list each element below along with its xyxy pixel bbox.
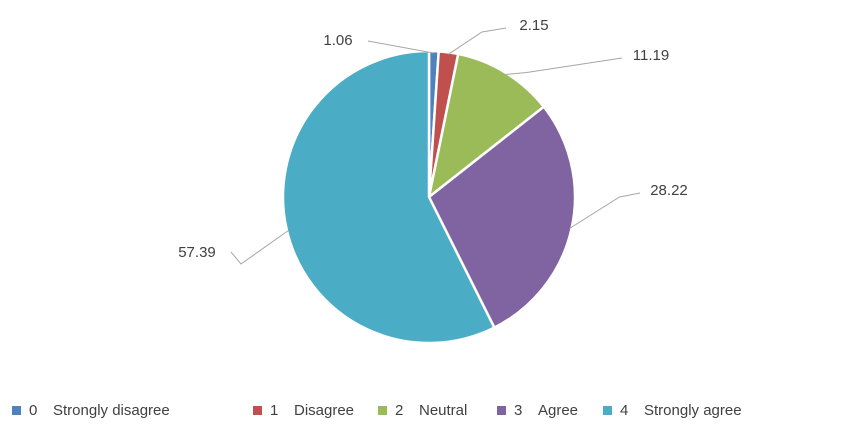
- legend-marker-neutral: [378, 406, 387, 415]
- legend-marker-disagree: [253, 406, 262, 415]
- data-label-agree: 28.22: [650, 182, 688, 199]
- data-label-strongly-disagree: 1.06: [323, 32, 352, 49]
- data-label-strongly-agree: 57.39: [178, 244, 216, 261]
- leader-line-neutral: [504, 57, 623, 75]
- data-label-neutral: 11.19: [633, 47, 669, 64]
- legend-item-strongly-disagree: 0 Strongly disagree: [12, 402, 170, 419]
- legend-label-neutral: Neutral: [419, 402, 467, 419]
- pie-slices: [281, 49, 577, 345]
- legend-item-disagree: 1 Disagree: [253, 402, 354, 419]
- legend-label-disagree: Disagree: [294, 402, 354, 419]
- legend-label-agree: Agree: [538, 402, 578, 419]
- pie-slice-agree: [427, 105, 577, 329]
- legend-marker-strongly-agree: [603, 406, 612, 415]
- legend-marker-agree: [497, 406, 506, 415]
- legend-item-neutral: 2 Neutral: [378, 402, 467, 419]
- pie-slice-strongly-agree: [281, 49, 496, 345]
- legend-label-strongly-disagree: Strongly disagree: [53, 402, 170, 419]
- legend-code-disagree: 1: [270, 402, 278, 419]
- data-label-disagree: 2.15: [519, 17, 548, 34]
- leader-line-disagree: [448, 27, 507, 55]
- pie-slice-neutral: [427, 52, 546, 199]
- data-labels: 1.06 2.15 11.19 28.22 57.39: [178, 17, 688, 261]
- legend-code-neutral: 2: [395, 402, 403, 419]
- legend-code-strongly-disagree: 0: [29, 402, 37, 419]
- legend-label-strongly-agree: Strongly agree: [644, 402, 742, 419]
- leader-line-strongly-disagree: [367, 40, 434, 54]
- legend: 0 Strongly disagree 1 Disagree 2 Neutral 3 Agre…: [12, 402, 742, 419]
- leader-lines: [230, 27, 641, 265]
- legend-code-strongly-agree: 4: [620, 402, 628, 419]
- legend-item-agree: 3 Agree: [497, 402, 578, 419]
- legend-marker-strongly-disagree: [12, 406, 21, 415]
- leader-line-strongly-agree: [230, 229, 290, 265]
- leader-line-agree: [569, 192, 641, 229]
- legend-code-agree: 3: [514, 402, 522, 419]
- legend-item-strongly-agree: 4 Strongly agree: [603, 402, 742, 419]
